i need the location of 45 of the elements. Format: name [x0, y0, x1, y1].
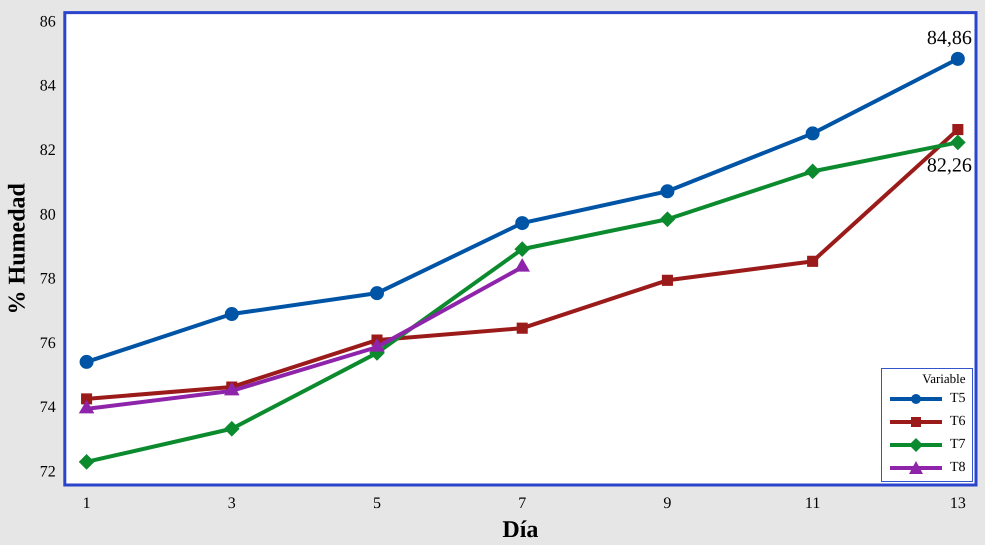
x-axis-title: Día	[502, 516, 538, 543]
x-tick-label: 9	[663, 494, 672, 512]
y-tick-label: 78	[40, 270, 56, 288]
point	[660, 184, 674, 198]
point	[515, 242, 530, 256]
point	[950, 135, 965, 150]
legend-label: T5	[950, 390, 966, 406]
y-tick-label: 82	[40, 142, 56, 159]
point	[81, 393, 92, 404]
point	[80, 402, 93, 414]
y-tick-label: 72	[40, 463, 56, 480]
point	[952, 124, 964, 136]
point	[370, 286, 384, 300]
y-axis-title: % Humedad	[4, 182, 31, 314]
point	[224, 422, 239, 436]
annotation: 82,26	[926, 154, 972, 177]
x-tick-label: 1	[82, 494, 91, 512]
x-tick-label: 5	[373, 494, 382, 512]
x-tick-label: 13	[950, 494, 966, 512]
annotation: 84,86	[926, 27, 972, 50]
legend-label: T8	[950, 460, 966, 476]
y-tick-label: 80	[40, 206, 56, 224]
point	[80, 454, 94, 469]
x-tick-label: 3	[228, 494, 236, 512]
point	[662, 274, 673, 286]
point	[806, 126, 820, 140]
point	[660, 212, 674, 226]
legend-label: T7	[950, 436, 966, 452]
x-tick-label: 11	[804, 494, 820, 512]
legend-label: T6	[950, 414, 966, 430]
point	[806, 164, 820, 178]
point	[225, 384, 238, 396]
point	[515, 216, 530, 230]
point	[516, 322, 528, 334]
point	[807, 256, 818, 267]
point	[80, 354, 94, 369]
y-tick-label: 76	[40, 334, 56, 352]
y-tick-label: 84	[40, 78, 56, 95]
x-tick-label: 7	[518, 494, 526, 512]
point	[224, 307, 239, 322]
y-tick-label: 86	[40, 13, 56, 30]
point	[516, 260, 529, 272]
legend-title: Variable	[921, 371, 966, 387]
y-tick-label: 74	[40, 399, 56, 416]
point	[950, 52, 965, 66]
